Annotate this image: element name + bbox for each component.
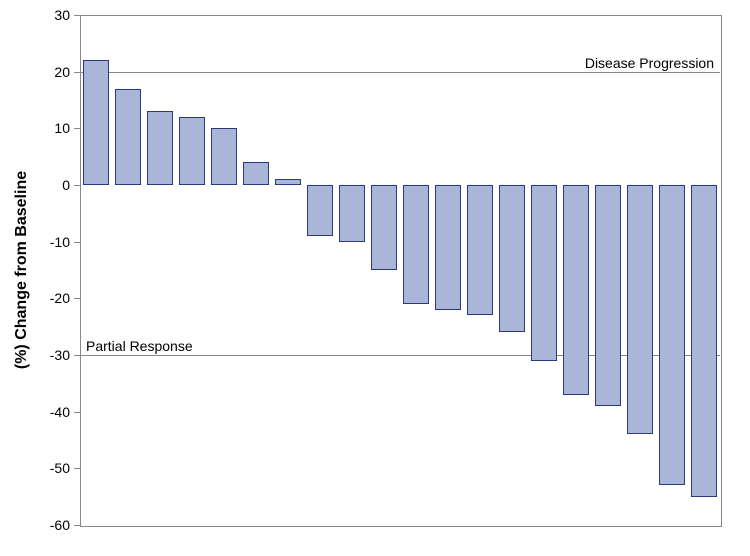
bar [659, 185, 685, 485]
reference-line [80, 355, 720, 356]
y-tick-mark [74, 185, 80, 186]
bar [307, 185, 333, 236]
reference-line-label: Partial Response [86, 338, 193, 354]
bar [403, 185, 429, 304]
bar [563, 185, 589, 395]
y-tick-label: 30 [54, 7, 70, 23]
bar [339, 185, 365, 242]
plot-area [80, 15, 722, 527]
y-tick-label: -30 [50, 347, 70, 363]
y-tick-label: 0 [62, 177, 70, 193]
bar [243, 162, 269, 185]
bar [83, 60, 109, 185]
reference-line-label: Disease Progression [585, 55, 714, 71]
y-tick-mark [74, 242, 80, 243]
y-tick-mark [74, 128, 80, 129]
bar [115, 89, 141, 185]
bar [147, 111, 173, 185]
bar [371, 185, 397, 270]
y-axis-title: (%) Change from Baseline [13, 171, 31, 369]
bar [179, 117, 205, 185]
y-tick-label: -10 [50, 234, 70, 250]
bar [531, 185, 557, 361]
bar [435, 185, 461, 310]
bar [467, 185, 493, 315]
y-tick-mark [74, 412, 80, 413]
y-tick-mark [74, 298, 80, 299]
bar [499, 185, 525, 332]
y-tick-mark [74, 15, 80, 16]
y-tick-mark [74, 525, 80, 526]
y-tick-label: -40 [50, 404, 70, 420]
bar [211, 128, 237, 185]
y-tick-mark [74, 468, 80, 469]
reference-line [80, 72, 720, 73]
y-tick-label: -60 [50, 517, 70, 533]
bar [595, 185, 621, 406]
bar [627, 185, 653, 434]
waterfall-chart: (%) Change from Baseline -60 -50 -40 -30 -20… [0, 0, 750, 556]
bar [275, 179, 301, 185]
y-tick-label: 20 [54, 64, 70, 80]
y-tick-label: -50 [50, 460, 70, 476]
bar [691, 185, 717, 497]
y-tick-label: -20 [50, 290, 70, 306]
y-tick-label: 10 [54, 120, 70, 136]
